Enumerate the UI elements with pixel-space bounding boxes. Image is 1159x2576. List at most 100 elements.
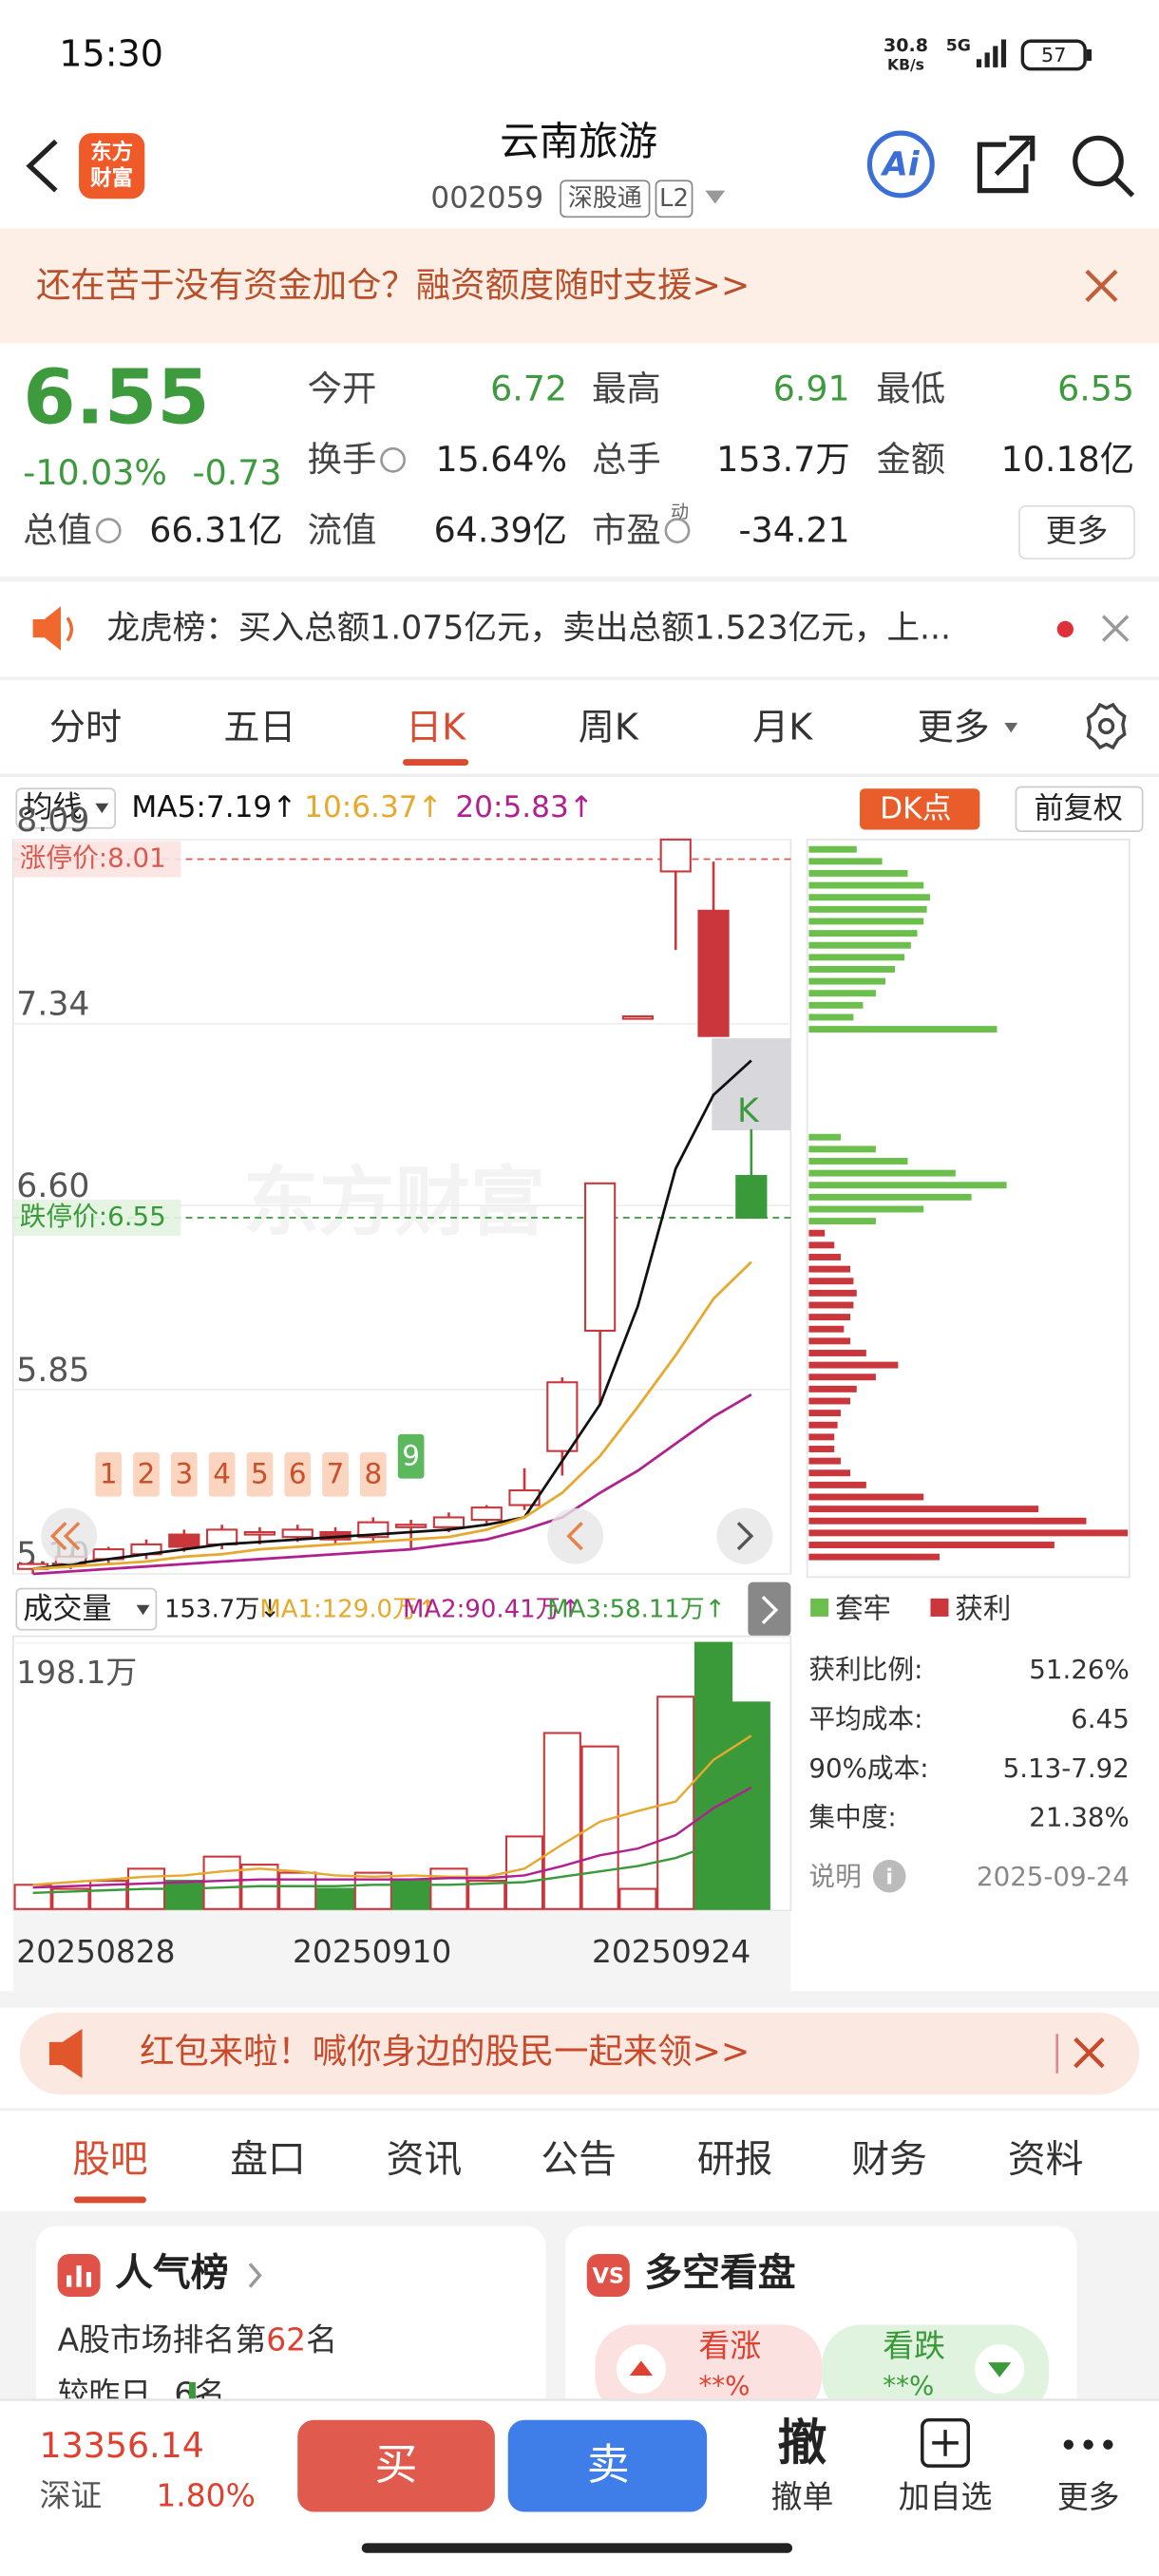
field-value: 153.7万 bbox=[716, 439, 849, 480]
ma-label: MA5:7.19↑ bbox=[131, 790, 296, 824]
buy-button[interactable] bbox=[297, 2419, 495, 2512]
y-tick-label: 5.85 bbox=[16, 1352, 89, 1390]
close[interactable] bbox=[1074, 2036, 1105, 2069]
chip-bar bbox=[808, 845, 857, 853]
event-marker[interactable] bbox=[133, 1451, 160, 1497]
vol-title: 成交量 bbox=[23, 1592, 111, 1626]
chip-bar bbox=[808, 990, 876, 997]
date-bg bbox=[12, 1912, 791, 1992]
notice-text[interactable]: 龙虎榜：买入总额1.075亿元，卖出总额1.523亿元，上... bbox=[106, 609, 951, 647]
limit-label: 跌停价:6.55 bbox=[20, 1201, 166, 1232]
field-value: 64.39亿 bbox=[434, 509, 567, 550]
event-marker[interactable] bbox=[208, 1451, 236, 1497]
ma-label: 10:6.37↑ bbox=[304, 790, 443, 824]
section-tab[interactable]: 股吧 bbox=[72, 2138, 148, 2182]
promo-text: 红包来啦！喊你身边的股民一起来领>> bbox=[140, 2031, 750, 2072]
event-marker[interactable] bbox=[322, 1451, 349, 1497]
field-label: 总值 bbox=[23, 509, 92, 550]
cancel-icon[interactable]: 撤 bbox=[778, 2415, 827, 2472]
tag-box bbox=[655, 180, 694, 218]
search[interactable] bbox=[1073, 135, 1124, 187]
event-label: 9 bbox=[402, 1440, 420, 1472]
note[interactable]: 说明 bbox=[808, 1861, 861, 1892]
info-icon bbox=[872, 1859, 906, 1893]
adjust-button[interactable] bbox=[1015, 786, 1144, 833]
stat-label: 集中度: bbox=[808, 1802, 896, 1833]
ai-button[interactable] bbox=[866, 130, 935, 199]
chip-bar bbox=[808, 1457, 841, 1465]
bear-label: 看跌 bbox=[883, 2327, 945, 2364]
tab[interactable]: 更多 bbox=[918, 706, 990, 748]
nav-button[interactable] bbox=[716, 1507, 773, 1564]
share[interactable] bbox=[977, 135, 1036, 194]
battery bbox=[1020, 39, 1087, 71]
nav-arrow bbox=[566, 1522, 583, 1551]
section-tab[interactable]: 资料 bbox=[1008, 2138, 1084, 2182]
candle-body bbox=[584, 1182, 617, 1333]
chip-bar bbox=[808, 1542, 1054, 1548]
field-label: 今开 bbox=[308, 369, 377, 409]
legend-label: 获利 bbox=[955, 1593, 1011, 1625]
rank-number: 62 bbox=[266, 2320, 306, 2358]
indicator-box[interactable] bbox=[15, 787, 116, 829]
settings[interactable] bbox=[1086, 702, 1127, 750]
price: 6.55 bbox=[23, 353, 209, 442]
section-tab[interactable]: 盘口 bbox=[230, 2138, 306, 2182]
close[interactable] bbox=[1085, 269, 1118, 303]
stat-label: 平均成本: bbox=[808, 1703, 922, 1734]
section-tab[interactable]: 资讯 bbox=[387, 2138, 463, 2182]
banner[interactable] bbox=[0, 228, 1159, 344]
index-value[interactable]: 13356.14 bbox=[40, 2425, 204, 2466]
chip-bar bbox=[808, 1013, 854, 1021]
more-dots[interactable] bbox=[1063, 2439, 1113, 2450]
event-marker[interactable] bbox=[170, 1451, 198, 1497]
card[interactable] bbox=[36, 2226, 546, 2440]
nav-button[interactable] bbox=[547, 1507, 604, 1564]
down bbox=[988, 2362, 1012, 2377]
field-value: -34.21 bbox=[739, 509, 850, 550]
promo[interactable] bbox=[19, 2012, 1140, 2095]
chip-bar bbox=[808, 1314, 851, 1321]
tab[interactable]: 月K bbox=[752, 706, 813, 748]
stat-label: 获利比例: bbox=[808, 1654, 922, 1685]
index-change: 1.80% bbox=[156, 2476, 255, 2513]
nav-button[interactable] bbox=[41, 1507, 98, 1564]
candle-body bbox=[243, 1530, 276, 1536]
ma-line bbox=[32, 1786, 752, 1889]
search-handle bbox=[1112, 175, 1135, 198]
sell-button[interactable] bbox=[507, 2419, 708, 2512]
k-marker: K bbox=[737, 1092, 760, 1130]
tab[interactable]: 日K bbox=[406, 706, 466, 748]
expand-button[interactable] bbox=[748, 1582, 791, 1637]
tab[interactable]: 周K bbox=[579, 706, 639, 748]
event-marker[interactable] bbox=[246, 1451, 274, 1497]
event-marker[interactable] bbox=[95, 1451, 123, 1497]
event-marker[interactable] bbox=[284, 1451, 312, 1497]
notice-dot bbox=[1056, 620, 1074, 638]
ai-label: Ai bbox=[880, 146, 921, 184]
close[interactable] bbox=[1101, 615, 1130, 642]
section-tab[interactable]: 研报 bbox=[697, 2138, 773, 2182]
event-label: 1 bbox=[100, 1458, 118, 1490]
chip-bar bbox=[808, 941, 911, 949]
tag: L2 bbox=[659, 184, 689, 213]
tab[interactable]: 五日 bbox=[223, 706, 295, 748]
tab[interactable]: 分时 bbox=[49, 706, 122, 748]
legend-swatch bbox=[930, 1598, 949, 1617]
event-marker[interactable] bbox=[397, 1433, 425, 1479]
event-marker[interactable] bbox=[359, 1451, 387, 1497]
back[interactable] bbox=[26, 139, 58, 193]
chip-bar bbox=[808, 1265, 851, 1273]
limit-box bbox=[12, 1199, 181, 1237]
watch-icon[interactable] bbox=[921, 2417, 970, 2468]
quote-fields: 今开 6.72 最高 6.91 最低 6.55 换手 15.64% 总手 153.7万 金额 10.1… bbox=[23, 369, 1134, 551]
section-tab[interactable]: 财务 bbox=[851, 2138, 927, 2182]
dk-button[interactable] bbox=[860, 788, 980, 830]
chip-bar bbox=[808, 1158, 908, 1165]
divider bbox=[0, 577, 1159, 582]
more-button[interactable] bbox=[1018, 504, 1135, 559]
volume-bar bbox=[429, 1867, 468, 1910]
dropdown[interactable] bbox=[705, 190, 726, 204]
vol-title-box[interactable] bbox=[15, 1587, 158, 1631]
section-tab[interactable]: 公告 bbox=[541, 2138, 617, 2182]
